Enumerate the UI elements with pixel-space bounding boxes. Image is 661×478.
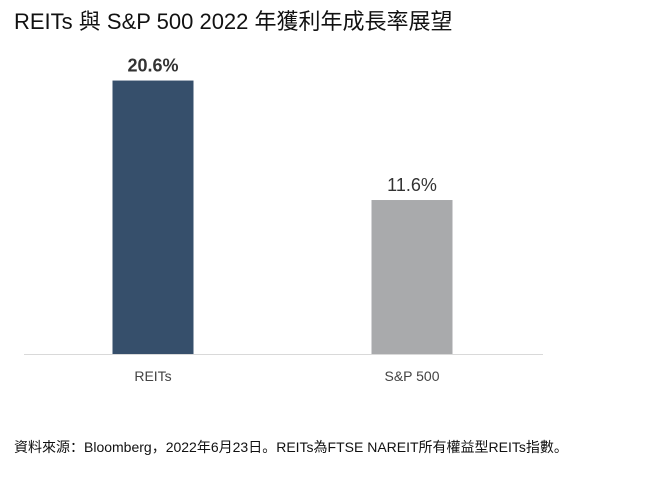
bar-1 [371,200,453,354]
x-tick-label-0: REITs [134,368,171,384]
data-label-1: 11.6% [387,175,437,195]
data-label-0: 20.6% [127,56,178,76]
chart-title: REITs 與 S&P 500 2022 年獲利年成長率展望 [14,9,453,34]
x-tick-label-1: S&P 500 [384,368,439,384]
bar-0 [112,80,194,354]
bars-layer [112,80,453,354]
labels-layer: 20.6% REITs 11.6% S&P 500 [127,56,439,384]
source-note: 資料來源：Bloomberg，2022年6月23日。REITs為FTSE NAR… [14,439,568,455]
